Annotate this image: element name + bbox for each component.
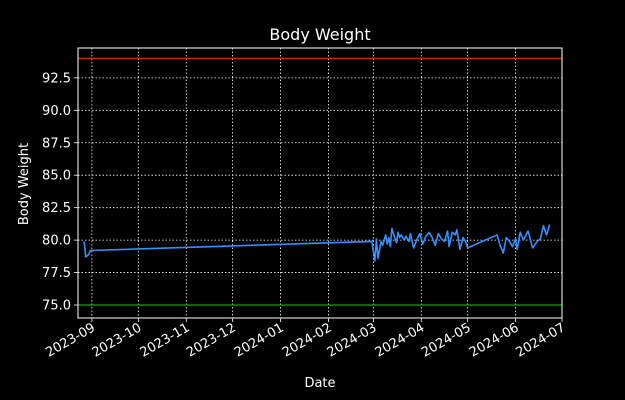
data-point [467,247,469,249]
series-line [83,224,551,262]
data-point [377,257,379,259]
x-axis-label: Date [304,376,335,391]
data-point [400,234,402,236]
data-point [85,256,87,258]
data-point [459,248,461,250]
data-point [515,238,517,240]
data-point [399,237,401,239]
data-point [385,234,387,236]
data-point [419,233,421,235]
data-point [393,233,395,235]
data-point [440,238,442,240]
plot-frame [77,47,563,319]
data-point [543,225,545,227]
data-point [434,244,436,246]
data-point [512,246,514,248]
y-tick-label: 85.0 [42,169,71,184]
data-point [496,234,498,236]
data-point [410,233,412,235]
data-point [447,230,449,232]
data-point [371,241,373,243]
data-point [83,241,85,243]
data-point [546,234,548,236]
y-tick-label: 82.5 [42,201,71,216]
data-point [451,231,453,233]
data-point [413,247,415,249]
data-point [428,231,430,233]
data-point [527,230,529,232]
data-point [509,241,511,243]
data-point [499,244,501,246]
data-point [391,228,393,230]
data-point [519,231,521,233]
data-point [539,238,541,240]
chart-title: Body Weight [269,25,370,44]
data-point [88,253,90,255]
data-point [374,260,376,262]
data-point [376,238,378,240]
data-point [431,237,433,239]
data-point [522,239,524,241]
data-point [549,224,551,226]
data-point [422,243,424,245]
y-tick-label: 87.5 [42,136,71,151]
data-point [388,237,390,239]
data-point [502,252,504,254]
data-point [397,231,399,233]
data-point [532,247,534,249]
data-point [462,237,464,239]
data-point [516,248,518,250]
data-point [444,241,446,243]
y-axis-label: Body Weight [17,143,32,225]
data-point [437,233,439,235]
data-point [536,241,538,243]
y-tick-label: 90.0 [42,104,71,119]
data-point [389,246,391,248]
data-point [465,242,467,244]
data-point [382,244,384,246]
y-tick-label: 77.5 [42,266,71,281]
y-tick-label: 75.0 [42,299,71,314]
data-point [380,241,382,243]
y-tick-label: 80.0 [42,234,71,249]
data-point [529,235,531,237]
grid [78,48,563,318]
data-point [448,246,450,248]
data-point [405,235,407,237]
data-point [454,234,456,236]
data-point [403,239,405,241]
y-tick-label: 92.5 [42,71,71,86]
data-point [396,242,398,244]
data-point [456,229,458,231]
data-point [89,250,91,252]
series-layer [83,224,551,262]
data-point [408,241,410,243]
plot-area [78,48,562,318]
data-point [505,237,507,239]
data-point [416,239,418,241]
reference-lines [78,57,562,306]
data-point [386,243,388,245]
data-point [425,235,427,237]
